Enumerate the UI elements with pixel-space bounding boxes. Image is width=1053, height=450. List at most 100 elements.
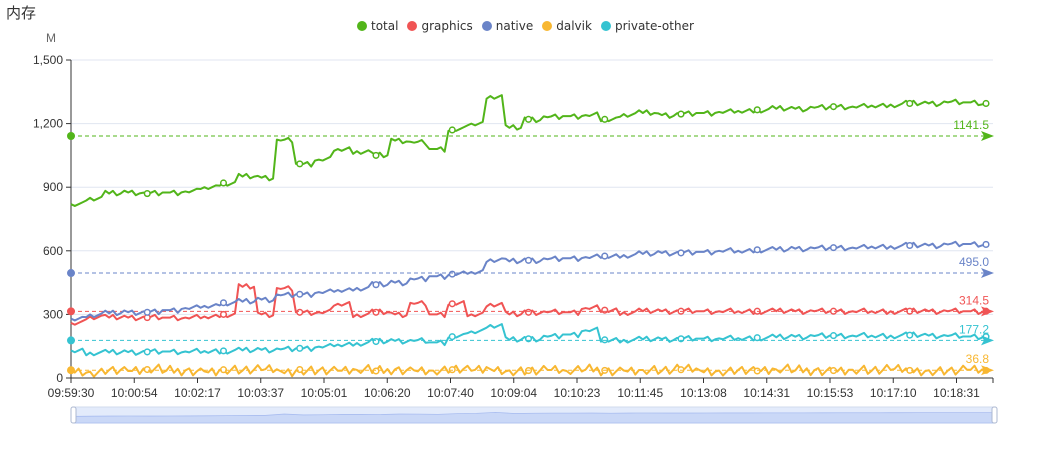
series-line-total [70,94,987,207]
data-point-graphics [219,310,228,318]
data-point-private-other [219,347,228,355]
data-zoom-preview [72,411,996,424]
x-tick-label: 10:02:17 [174,386,221,400]
legend-item-dalvik[interactable]: dalvik [542,19,592,33]
x-tick-label: 10:05:01 [301,386,348,400]
x-tick-label: 10:07:40 [427,386,474,400]
legend-item-total[interactable]: total [357,19,398,33]
y-axis-unit-label: M [46,31,56,45]
data-point-private-other [601,336,609,344]
average-label-dalvik: 36.8 [966,352,990,366]
arrow-icon [981,335,994,346]
series-line-native [70,240,987,322]
average-start-marker-native [67,269,75,278]
data-point-total [829,103,838,111]
data-point-native [524,256,533,264]
data-point-graphics [448,300,456,308]
data-point-native [677,249,685,257]
data-point-native [296,290,304,298]
x-tick-label: 09:59:30 [48,386,95,400]
x-tick-label: 10:03:37 [237,386,284,400]
average-start-marker-graphics [67,307,75,316]
data-point-total [296,160,304,168]
data-point-native [448,270,456,278]
legend-label: graphics [421,19,473,33]
average-label-total: 1141.5 [953,118,989,132]
legend-label: total [371,19,399,33]
y-tick-label: 600 [43,244,63,258]
data-point-dalvik [372,367,380,375]
data-point-total [906,99,914,108]
arrow-icon [981,365,994,376]
legend-dot-icon [407,21,418,31]
data-point-private-other [143,348,151,356]
series-line-graphics [70,283,987,326]
x-tick-label: 10:00:54 [111,386,158,400]
x-tick-label: 10:13:08 [680,386,727,400]
data-point-total [524,115,533,123]
legend: total graphics native dalvik private-other [357,19,694,33]
x-tick-label: 10:17:10 [870,386,917,400]
data-point-total [448,126,456,134]
legend-dot-icon [600,21,611,31]
data-point-private-other [829,332,838,340]
data-zoom-handle-left[interactable] [70,406,77,424]
arrow-icon [981,268,994,279]
legend-dot-icon [481,21,492,31]
data-zoom-handle-right[interactable] [991,406,998,424]
data-point-private-other [753,334,761,342]
data-point-graphics [601,306,609,314]
y-tick-label: 1,500 [33,53,63,67]
data-point-total [372,151,380,159]
data-point-total [143,190,151,198]
data-point-total [677,110,685,118]
data-point-native [143,308,151,316]
data-point-private-other [296,344,304,352]
data-point-native [601,252,609,260]
data-zoom-slider[interactable] [70,406,998,424]
y-tick-label: 300 [43,307,63,321]
data-point-private-other [372,337,380,346]
data-point-native [829,244,838,252]
data-point-dalvik [296,365,304,374]
legend-label: native [495,19,534,33]
x-tick-label: 10:11:45 [617,386,663,400]
x-tick-label: 10:18:31 [933,386,980,400]
x-tick-label: 10:10:23 [554,386,601,400]
legend-item-private-other[interactable]: private-other [600,19,694,33]
data-point-native [906,241,914,250]
data-point-graphics [524,308,533,316]
y-tick-label: 0 [56,371,63,385]
x-tick-label: 10:09:04 [490,386,537,400]
average-start-marker-private-other [67,336,75,345]
data-point-graphics [372,308,380,316]
data-point-dalvik [753,367,761,375]
data-point-total [753,106,761,114]
data-point-native [219,299,228,307]
data-point-native [372,281,380,289]
y-tick-label: 1,200 [33,117,63,131]
x-tick-label: 10:14:31 [743,386,790,400]
average-start-marker-total [67,132,75,141]
legend-item-native[interactable]: native [481,19,534,33]
legend-label: private-other [614,19,694,33]
data-point-native [753,246,761,254]
average-label-native: 495.0 [959,255,989,269]
arrow-icon [981,306,994,317]
chart-title: 内存 [6,4,37,22]
legend-label: dalvik [556,19,592,33]
data-point-total [982,99,990,108]
data-point-graphics [296,308,304,316]
data-point-total [601,115,609,123]
legend-item-graphics[interactable]: graphics [407,19,473,33]
legend-dot-icon [542,21,553,31]
data-point-private-other [448,333,456,341]
data-point-native [982,240,990,248]
data-point-total [219,179,228,187]
average-label-graphics: 314.5 [959,293,989,307]
data-point-dalvik [143,365,151,374]
y-tick-label: 900 [43,180,63,194]
x-tick-label: 10:06:20 [364,386,411,400]
data-point-private-other [906,331,914,339]
average-label-private-other: 177.2 [959,322,989,336]
